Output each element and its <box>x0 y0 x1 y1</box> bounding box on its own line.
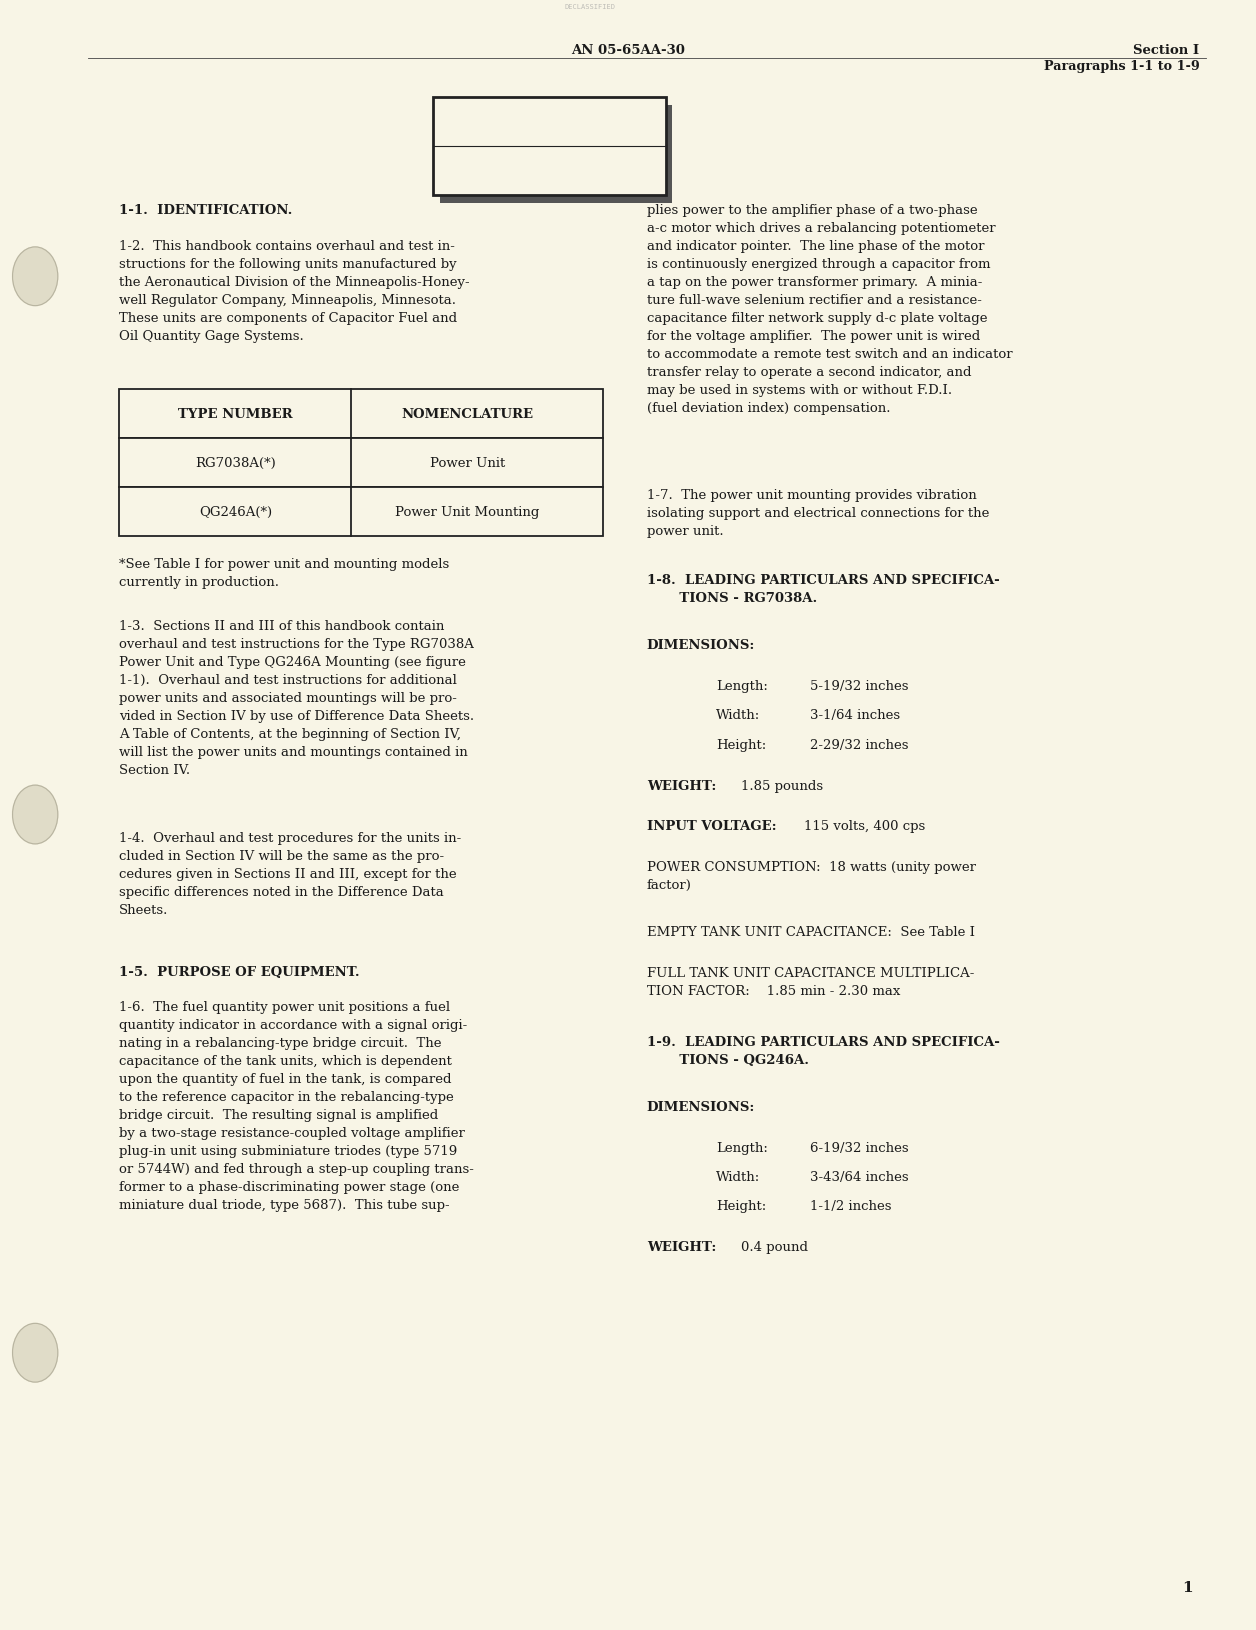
Text: 1-6.  The fuel quantity power unit positions a fuel
quantity indicator in accord: 1-6. The fuel quantity power unit positi… <box>119 1001 475 1211</box>
Text: 1-7.  The power unit mounting provides vibration
isolating support and electrica: 1-7. The power unit mounting provides vi… <box>647 489 990 538</box>
Bar <box>119 390 603 438</box>
Bar <box>119 438 603 487</box>
Text: NOMENCLATURE: NOMENCLATURE <box>402 408 534 421</box>
Text: QG246A(*): QG246A(*) <box>198 505 273 518</box>
Circle shape <box>13 248 58 306</box>
Circle shape <box>13 1324 58 1382</box>
Text: POWER CONSUMPTION:  18 watts (unity power
factor): POWER CONSUMPTION: 18 watts (unity power… <box>647 861 976 892</box>
Text: 1-4.  Overhaul and test procedures for the units in-
cluded in Section IV will b: 1-4. Overhaul and test procedures for th… <box>119 831 461 916</box>
Text: Paragraphs 1-1 to 1-9: Paragraphs 1-1 to 1-9 <box>1044 60 1199 73</box>
Bar <box>440 106 672 204</box>
Text: TYPE NUMBER: TYPE NUMBER <box>178 408 293 421</box>
Text: Section I: Section I <box>1133 44 1199 57</box>
Text: DIMENSIONS:: DIMENSIONS: <box>647 639 755 652</box>
Text: Height:: Height: <box>716 738 766 751</box>
Text: 1-8.  LEADING PARTICULARS AND SPECIFICA-
       TIONS - RG7038A.: 1-8. LEADING PARTICULARS AND SPECIFICA- … <box>647 574 1000 605</box>
Text: 0.4 pound: 0.4 pound <box>741 1240 808 1253</box>
Text: AN 05-65AA-30: AN 05-65AA-30 <box>571 44 685 57</box>
Text: FULL TANK UNIT CAPACITANCE MULTIPLICA-
TION FACTOR:    1.85 min - 2.30 max: FULL TANK UNIT CAPACITANCE MULTIPLICA- T… <box>647 967 975 998</box>
Text: Length:: Length: <box>716 1141 767 1154</box>
Text: WEIGHT:: WEIGHT: <box>647 1240 716 1253</box>
Text: RG7038A(*): RG7038A(*) <box>195 456 276 469</box>
Text: 1.85 pounds: 1.85 pounds <box>741 779 823 792</box>
Text: 115 volts, 400 cps: 115 volts, 400 cps <box>804 820 926 833</box>
Text: 2-29/32 inches: 2-29/32 inches <box>810 738 908 751</box>
Text: Width:: Width: <box>716 709 760 722</box>
Text: 6-19/32 inches: 6-19/32 inches <box>810 1141 909 1154</box>
Text: 3-43/64 inches: 3-43/64 inches <box>810 1170 909 1183</box>
Text: Length:: Length: <box>716 680 767 693</box>
Circle shape <box>13 786 58 844</box>
Text: 1-5.  PURPOSE OF EQUIPMENT.: 1-5. PURPOSE OF EQUIPMENT. <box>119 965 360 978</box>
Text: INTRODUCTION: INTRODUCTION <box>485 155 614 170</box>
Text: 1-1.  IDENTIFICATION.: 1-1. IDENTIFICATION. <box>119 204 293 217</box>
Text: DECLASSIFIED: DECLASSIFIED <box>565 3 615 10</box>
Text: Power Unit: Power Unit <box>430 456 505 469</box>
Text: INPUT VOLTAGE:: INPUT VOLTAGE: <box>647 820 776 833</box>
Text: 5-19/32 inches: 5-19/32 inches <box>810 680 908 693</box>
Text: WEIGHT:: WEIGHT: <box>647 779 716 792</box>
Text: *See Table I for power unit and mounting models
currently in production.: *See Table I for power unit and mounting… <box>119 557 450 588</box>
Text: 3-1/64 inches: 3-1/64 inches <box>810 709 901 722</box>
Text: 1-1/2 inches: 1-1/2 inches <box>810 1200 892 1213</box>
Text: plies power to the amplifier phase of a two-phase
a-c motor which drives a rebal: plies power to the amplifier phase of a … <box>647 204 1012 414</box>
Bar <box>119 487 603 536</box>
Text: 1: 1 <box>1183 1579 1193 1594</box>
Text: SECTION I: SECTION I <box>507 108 592 122</box>
Text: EMPTY TANK UNIT CAPACITANCE:  See Table I: EMPTY TANK UNIT CAPACITANCE: See Table I <box>647 926 975 939</box>
Text: 1-3.  Sections II and III of this handbook contain
overhaul and test instruction: 1-3. Sections II and III of this handboo… <box>119 619 475 776</box>
Bar <box>433 98 666 196</box>
Text: Power Unit Mounting: Power Unit Mounting <box>396 505 540 518</box>
Text: 1-2.  This handbook contains overhaul and test in-
structions for the following : 1-2. This handbook contains overhaul and… <box>119 240 470 342</box>
Text: 1-9.  LEADING PARTICULARS AND SPECIFICA-
       TIONS - QG246A.: 1-9. LEADING PARTICULARS AND SPECIFICA- … <box>647 1035 1000 1066</box>
Text: Height:: Height: <box>716 1200 766 1213</box>
Text: DIMENSIONS:: DIMENSIONS: <box>647 1100 755 1113</box>
Text: Width:: Width: <box>716 1170 760 1183</box>
